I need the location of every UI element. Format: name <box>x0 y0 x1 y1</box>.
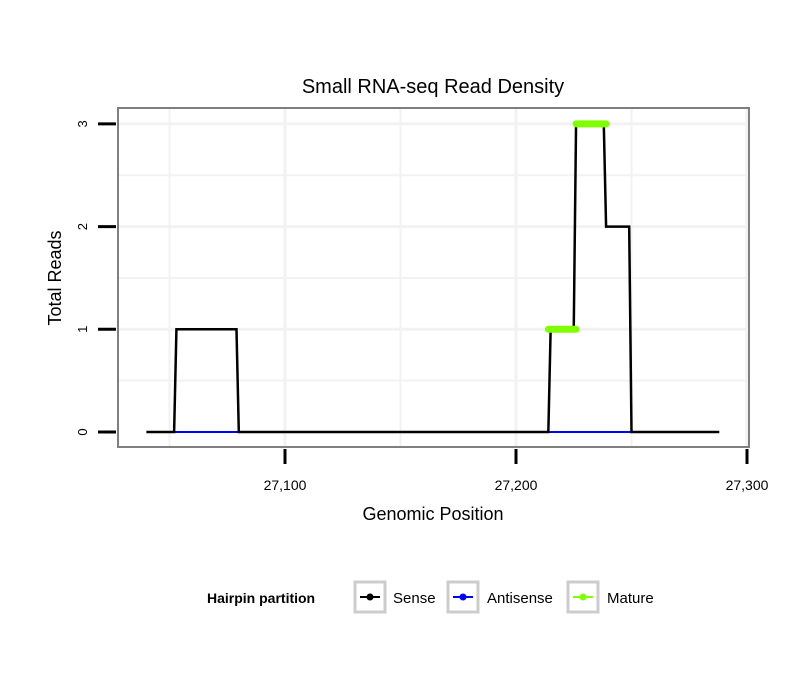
axes: 27,100 27,200 27,300 0 1 2 3 <box>75 120 769 493</box>
y-axis-label: Total Reads <box>45 230 65 325</box>
x-tick-label: 27,100 <box>264 477 307 493</box>
x-tick-label: 27,300 <box>726 477 769 493</box>
legend-point-sense <box>366 593 374 601</box>
legend-label-mature: Mature <box>607 590 654 607</box>
x-tick-label: 27,200 <box>495 477 538 493</box>
y-tick-label: 0 <box>75 428 90 435</box>
legend-title: Hairpin partition <box>207 590 315 606</box>
y-tick-label: 2 <box>75 223 90 230</box>
series-layer <box>146 120 720 434</box>
legend-key-antisense <box>446 580 480 614</box>
y-tick-label: 3 <box>75 120 90 127</box>
y-tick-label: 1 <box>75 326 90 333</box>
chart-title: Small RNA-seq Read Density <box>302 76 564 98</box>
x-axis-label: Genomic Position <box>362 504 503 524</box>
plot-border <box>117 107 750 448</box>
legend-label-antisense: Antisense <box>487 590 553 607</box>
legend-point-antisense <box>459 593 467 601</box>
legend: Hairpin partition Sense Antisense Mature <box>207 580 654 614</box>
legend-point-mature <box>579 593 587 601</box>
legend-label-sense: Sense <box>393 590 436 607</box>
